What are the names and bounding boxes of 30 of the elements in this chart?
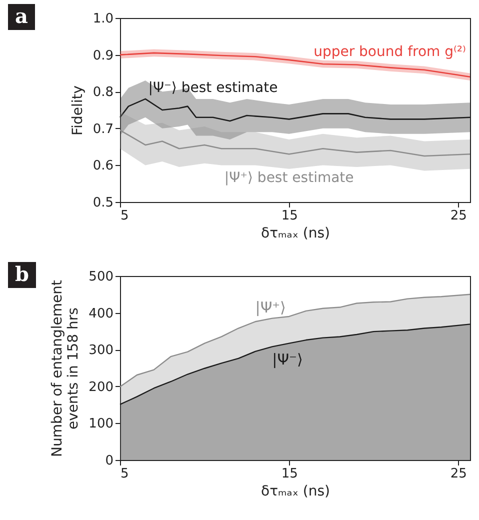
x-axis-title: δτₘₐₓ (ns) <box>261 484 330 500</box>
y-tick-label: 500 <box>88 270 114 284</box>
series-label: |Ψ⁺⟩ best estimate <box>224 170 354 186</box>
x-tick-label: 15 <box>281 208 298 224</box>
chart-title: b <box>8 262 36 288</box>
y-axis-title: Fidelity <box>70 86 86 136</box>
y-tick-label: 0.7 <box>92 122 114 137</box>
x-tick-label: 5 <box>120 466 129 482</box>
y-tick-label: 0.8 <box>92 85 114 100</box>
x-axis-title: δτₘₐₓ (ns) <box>261 226 330 242</box>
x-tick-label: 25 <box>450 208 467 224</box>
y-axis-title: Number of entanglement events in 158 hrs <box>50 279 82 458</box>
series-label: upper bound from g⁽²⁾ <box>314 44 466 60</box>
x-tick-label: 15 <box>281 466 298 482</box>
x-tick-label: 25 <box>450 466 467 482</box>
x-tick-label: 5 <box>120 208 129 224</box>
line-series <box>119 130 471 157</box>
y-tick-label: 0 <box>105 454 114 468</box>
y-tick-label: 0.6 <box>92 158 114 174</box>
y-tick-label: 400 <box>88 306 114 322</box>
y-tick-label: 0.9 <box>92 48 114 64</box>
y-tick-label: 0.5 <box>92 196 114 210</box>
series-label: |Ψ⁻⟩ <box>272 350 303 369</box>
y-tick-label: 300 <box>88 343 114 358</box>
y-tick-label: 100 <box>88 416 114 432</box>
series-label: |Ψ⁺⟩ <box>255 298 286 317</box>
series-label: |Ψ⁻⟩ best estimate <box>148 80 278 96</box>
chart-title: a <box>8 4 35 30</box>
y-tick-label: 200 <box>88 380 114 395</box>
y-tick-label: 1.0 <box>92 12 114 26</box>
